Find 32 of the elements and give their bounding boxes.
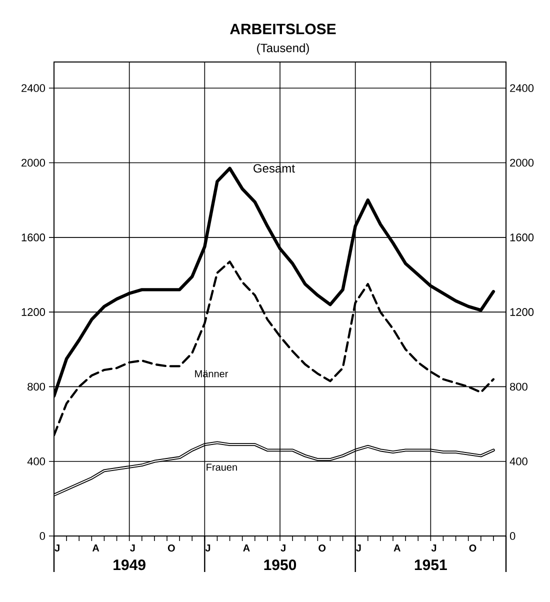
chart-title: ARBEITSLOSE — [230, 24, 336, 34]
x2-tick-label: 1951 — [414, 560, 447, 570]
x-tick-label: J — [54, 544, 60, 552]
x-tick-label: A — [92, 544, 100, 552]
x-tick-label: A — [243, 544, 250, 552]
x-tick-label: J — [280, 544, 286, 552]
x-tick-label: A — [394, 544, 400, 552]
y-tick-label: 800 — [28, 382, 46, 391]
y-tick-label: 400 — [27, 457, 46, 466]
x-tick-label: J — [356, 544, 361, 552]
y2-tick-label: 1600 — [510, 234, 534, 242]
x2-tick-label: 1950 — [264, 560, 296, 570]
x-tick-label: J — [205, 544, 210, 552]
x-tick-label: O — [168, 544, 175, 552]
y-tick-label: 0 — [40, 532, 46, 540]
chart-subtitle: (Tausend) — [257, 43, 309, 55]
y2-tick-label: 2000 — [510, 158, 534, 167]
y-tick-label: 2000 — [22, 158, 46, 167]
x-tick-label: O — [318, 544, 326, 552]
y-tick-label: 1600 — [22, 234, 46, 242]
series-label: Frauen — [206, 464, 237, 471]
y2-tick-label: 1200 — [510, 308, 534, 316]
y2-tick-label: 0 — [510, 532, 516, 540]
y-tick-label: 1200 — [22, 308, 46, 316]
x-tick-label: J — [130, 544, 135, 552]
x2-tick-label: 1949 — [114, 560, 146, 570]
x-tick-label: J — [431, 544, 436, 552]
y-tick-label: 2400 — [22, 84, 46, 92]
y2-tick-label: 800 — [510, 382, 528, 391]
y2-tick-label: 400 — [510, 457, 528, 466]
x-tick-label: O — [469, 544, 476, 552]
y2-tick-label: 2400 — [510, 84, 534, 92]
